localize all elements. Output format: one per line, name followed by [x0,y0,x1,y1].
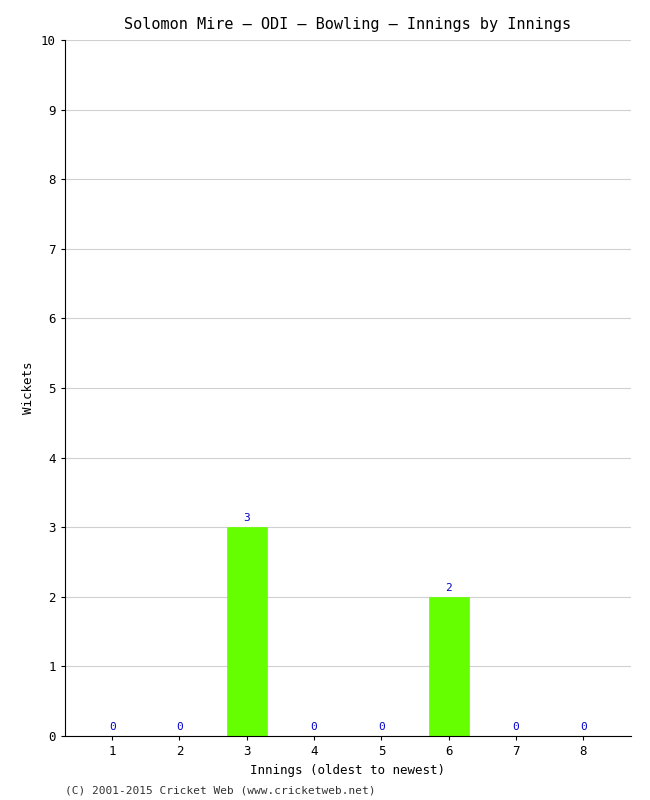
Text: 3: 3 [243,513,250,523]
Bar [227,527,267,736]
Text: 0: 0 [176,722,183,732]
Text: 0: 0 [513,722,519,732]
Text: 0: 0 [311,722,317,732]
Y-axis label: Wickets: Wickets [22,362,35,414]
Text: 0: 0 [109,722,116,732]
Text: 0: 0 [378,722,385,732]
X-axis label: Innings (oldest to newest): Innings (oldest to newest) [250,763,445,777]
Title: Solomon Mire – ODI – Bowling – Innings by Innings: Solomon Mire – ODI – Bowling – Innings b… [124,17,571,32]
Text: (C) 2001-2015 Cricket Web (www.cricketweb.net): (C) 2001-2015 Cricket Web (www.cricketwe… [65,786,376,795]
Bar [428,597,469,736]
Text: 0: 0 [580,722,587,732]
Text: 2: 2 [445,582,452,593]
